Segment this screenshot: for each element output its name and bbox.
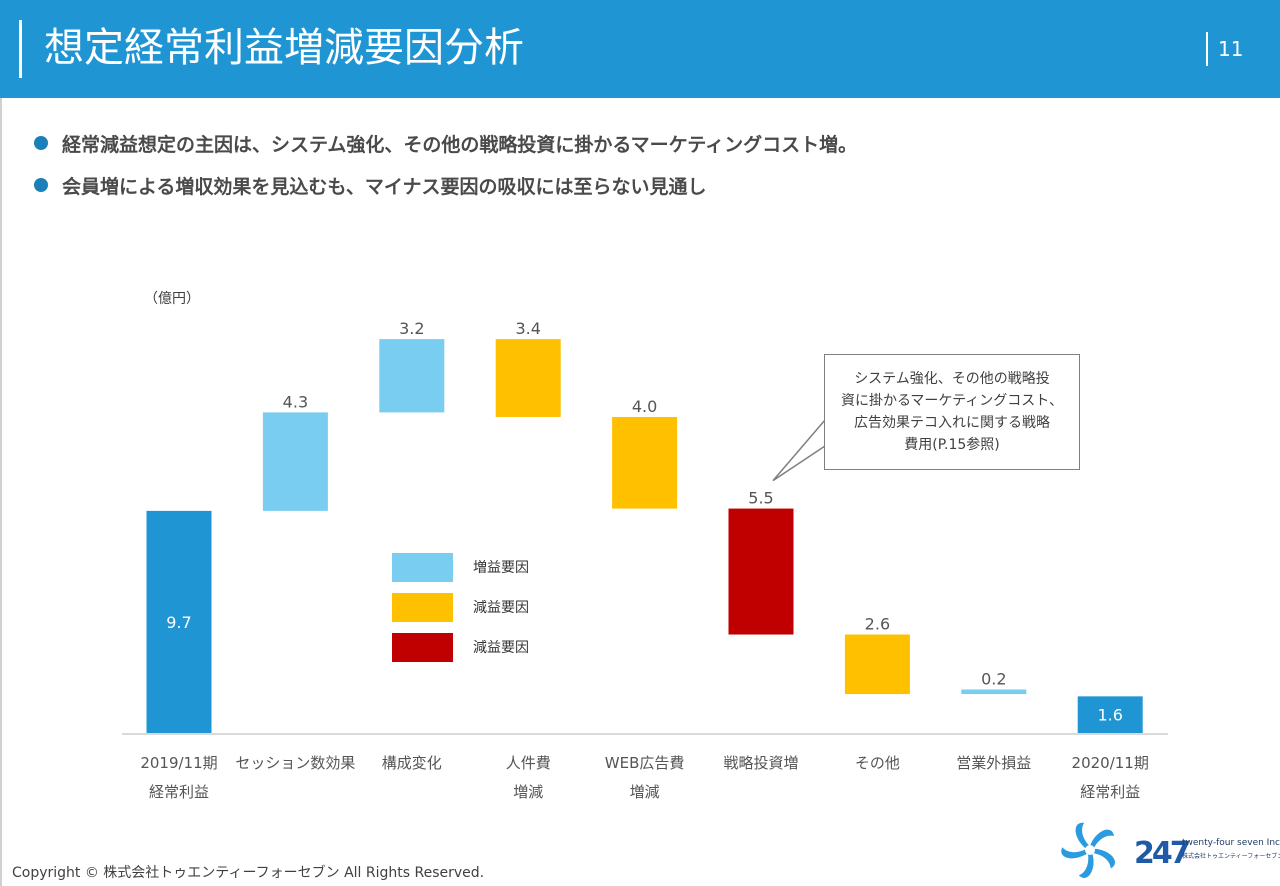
legend-swatch xyxy=(392,632,453,662)
bar-decrease xyxy=(844,634,910,695)
bullet-text: 会員増による増収効果を見込むも、マイナス要因の吸収には至らない見通し xyxy=(62,175,707,198)
title-accent-bar xyxy=(19,20,22,78)
legend-item-decrease: 減益要因 xyxy=(392,587,529,627)
bar-increase xyxy=(961,689,1027,695)
bar-total xyxy=(1077,696,1143,733)
bullet-dot-icon xyxy=(34,136,48,150)
logo-mark: 247 xyxy=(1134,836,1191,871)
copyright-footer: Copyright © 株式会社トゥエンティーフォーセブン All Rights… xyxy=(12,865,485,881)
data-label: 0.2 xyxy=(981,669,1006,688)
legend-item-increase: 増益要因 xyxy=(392,547,529,587)
legend-label: 増益要因 xyxy=(473,560,529,576)
category-label: 2019/11期 xyxy=(140,754,217,772)
category-label: 人件費 xyxy=(506,754,551,772)
category-label: 経常利益 xyxy=(1080,783,1140,801)
bullet-text: 経常減益想定の主因は、システム強化、その他の戦略投資に掛かるマーケティングコスト… xyxy=(62,133,858,156)
slide-header: 想定経常利益増減要因分析 11 xyxy=(0,0,1280,98)
category-label: 経常利益 xyxy=(149,783,209,801)
bar-decrease xyxy=(612,416,678,509)
annotation-text: システム強化、その他の戦略投 資に掛かるマーケティングコスト、 広告効果テコ入れに関… xyxy=(840,371,1064,453)
company-logo: 247 twenty-four seven Inc. 株式会社トゥエンティーフォ… xyxy=(1052,818,1280,882)
bar-decrease xyxy=(495,339,561,417)
data-label: 9.7 xyxy=(166,613,191,632)
left-edge-border xyxy=(0,98,2,886)
data-label: 2.6 xyxy=(865,615,890,634)
category-label: 2020/11期 xyxy=(1072,754,1149,772)
data-label: 3.2 xyxy=(399,319,424,338)
data-label: 5.5 xyxy=(748,489,773,508)
chart-unit-label: （億円） xyxy=(144,291,200,307)
page-number-divider xyxy=(1206,32,1208,66)
bar-decrease_strategic xyxy=(728,508,794,635)
legend-item-decrease-strategic: 減益要因 xyxy=(392,627,529,667)
category-label: セッション数効果 xyxy=(235,754,355,772)
category-label: 構成変化 xyxy=(382,754,442,772)
category-label: 増減 xyxy=(513,783,543,801)
category-label: WEB広告費 xyxy=(605,754,685,772)
bar-total xyxy=(146,510,212,733)
legend-swatch xyxy=(392,552,453,582)
logo-company-name: twenty-four seven Inc. xyxy=(1182,838,1280,848)
pinwheel-logo-icon xyxy=(1061,822,1116,878)
bullet-item: 会員増による増収効果を見込むも、マイナス要因の吸収には至らない見通し xyxy=(34,164,857,206)
bullet-dot-icon xyxy=(34,178,48,192)
category-label: 営業外損益 xyxy=(956,754,1031,772)
callout-pointer xyxy=(772,419,826,482)
bullet-list: 経常減益想定の主因は、システム強化、その他の戦略投資に掛かるマーケティングコスト… xyxy=(34,122,857,206)
data-label: 3.4 xyxy=(515,319,540,338)
slide-title: 想定経常利益増減要因分析 xyxy=(44,25,524,71)
bullet-item: 経常減益想定の主因は、システム強化、その他の戦略投資に掛かるマーケティングコスト… xyxy=(34,122,857,164)
bar-increase xyxy=(379,339,445,413)
legend-label: 減益要因 xyxy=(473,640,529,656)
legend-swatch xyxy=(392,592,453,622)
category-label: 戦略投資増 xyxy=(723,754,798,772)
data-label: 4.3 xyxy=(283,392,308,411)
category-label: 増減 xyxy=(630,783,660,801)
data-label: 4.0 xyxy=(632,397,657,416)
annotation-callout: システム強化、その他の戦略投 資に掛かるマーケティングコスト、 広告効果テコ入れに関… xyxy=(824,354,1080,470)
page-number: 11 xyxy=(1218,37,1244,61)
chart-legend: 増益要因 減益要因 減益要因 xyxy=(392,547,529,667)
data-label: 1.6 xyxy=(1097,706,1122,725)
logo-company-name-jp: 株式会社トゥエンティーフォーセブン xyxy=(1182,853,1280,860)
category-label: その他 xyxy=(855,754,900,772)
bar-increase xyxy=(262,412,328,511)
legend-label: 減益要因 xyxy=(473,600,529,616)
